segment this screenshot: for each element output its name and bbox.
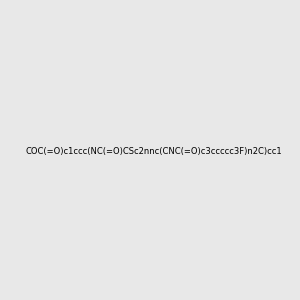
- Text: COC(=O)c1ccc(NC(=O)CSc2nnc(CNC(=O)c3ccccc3F)n2C)cc1: COC(=O)c1ccc(NC(=O)CSc2nnc(CNC(=O)c3cccc…: [26, 147, 282, 156]
